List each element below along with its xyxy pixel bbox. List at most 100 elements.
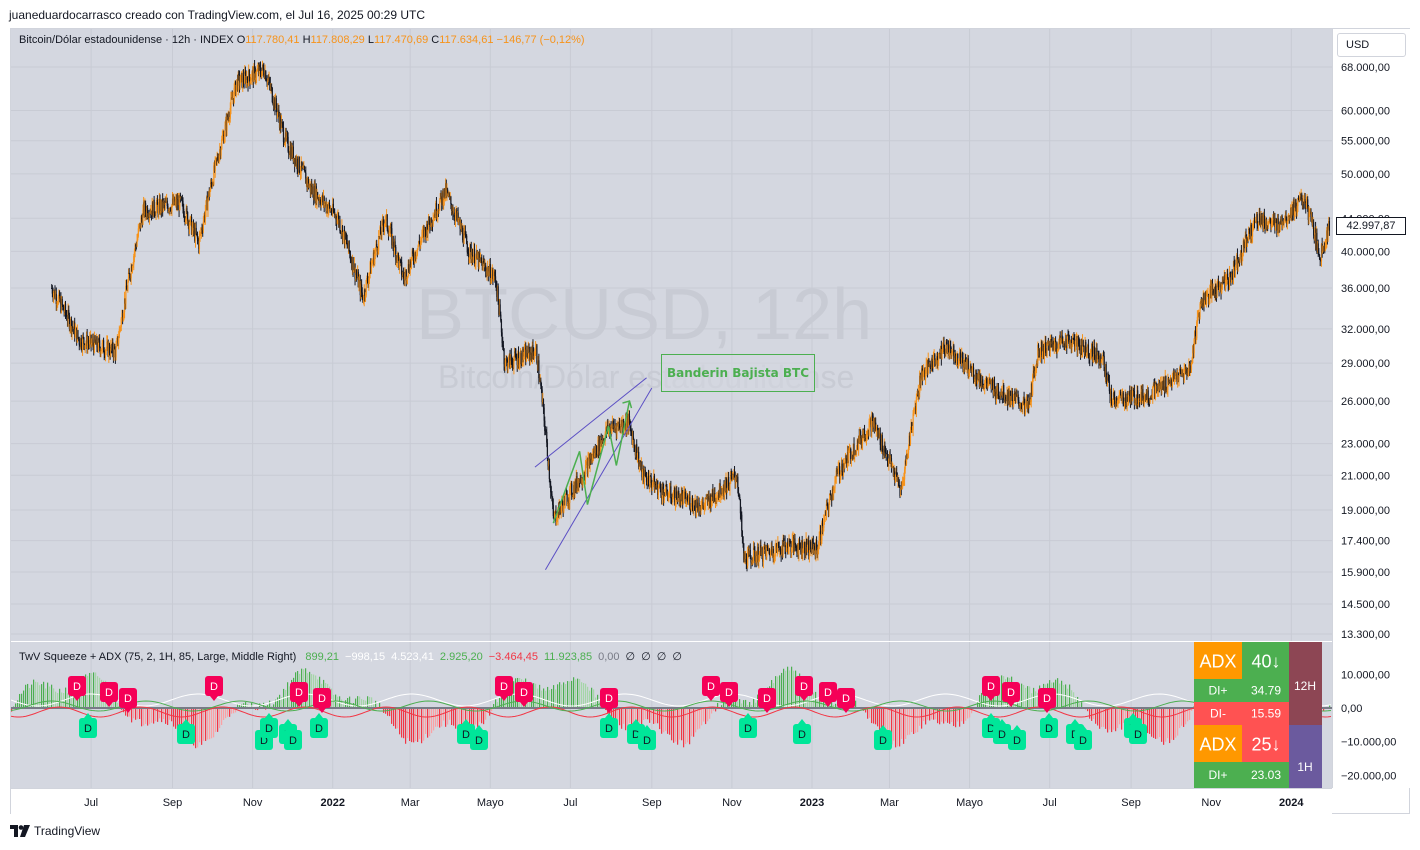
svg-text:D: D	[605, 723, 613, 735]
candle-body	[756, 556, 758, 563]
candle-body	[71, 326, 73, 333]
candle-body	[665, 484, 667, 487]
histogram-bar	[167, 708, 169, 725]
candle-body	[550, 492, 552, 495]
candle-body	[282, 126, 285, 142]
candle-body	[142, 209, 144, 225]
footer-brand[interactable]: TradingView	[10, 824, 100, 838]
candle-body	[1210, 285, 1212, 299]
candle-body	[448, 194, 451, 198]
price-chart[interactable]	[11, 29, 1332, 641]
candle-body	[252, 69, 254, 82]
candle-body	[466, 235, 468, 245]
candle-body	[164, 202, 166, 206]
candle-body	[529, 349, 531, 360]
price-axis[interactable]: 68.000,0060.000,0055.000,0050.000,0044.0…	[1332, 29, 1410, 788]
svg-text:D: D	[315, 723, 323, 735]
candle-body	[1079, 345, 1081, 351]
histogram-bar	[633, 708, 635, 726]
histogram-bar	[195, 708, 197, 749]
candle-body	[1100, 354, 1102, 362]
candle-body	[247, 79, 249, 86]
pennant-upper-line[interactable]	[534, 377, 647, 468]
candle-body	[232, 98, 235, 103]
candle-body	[751, 561, 753, 563]
pennant-zigzag[interactable]	[552, 400, 631, 524]
candle-body	[738, 496, 740, 498]
currency-button[interactable]: USD	[1337, 33, 1406, 57]
candle-body	[500, 320, 503, 333]
candle-body	[1023, 396, 1025, 404]
histogram-bar	[61, 692, 63, 708]
candle-body	[749, 549, 751, 557]
candle-body	[632, 436, 634, 444]
candle-body	[591, 454, 593, 460]
histogram-bar	[709, 708, 711, 719]
candle-body	[152, 199, 155, 218]
candle-body	[753, 547, 755, 550]
svg-text:D: D	[84, 723, 92, 735]
candle-body	[274, 98, 277, 110]
candle-body	[562, 504, 564, 512]
histogram-bar	[697, 708, 699, 730]
candle-body	[647, 475, 650, 486]
time-axis[interactable]: Jul Sep Nov 2022 Mar Mayo Jul Sep Nov 2023 Mar Mayo…	[11, 788, 1332, 814]
candle-body	[877, 430, 879, 437]
candle-body	[554, 510, 556, 514]
adx-row-label: ADX	[1199, 652, 1236, 672]
indicator-chart[interactable]: DDDDDDDDDDDDDDDDDDDDDDDDDDDDDDDDDDDDDDDD…	[11, 642, 1332, 788]
candle-body	[773, 556, 776, 558]
candle-body	[1314, 228, 1317, 246]
candle-body	[1227, 273, 1229, 279]
histogram-bar	[463, 708, 465, 726]
candle-body	[1226, 273, 1228, 278]
histogram-bar	[957, 708, 959, 722]
candle-body	[706, 496, 708, 499]
candle-body	[925, 364, 927, 374]
candle-body	[1295, 199, 1297, 209]
histogram-bar	[575, 679, 577, 708]
indicator-pane[interactable]: DDDDDDDDDDDDDDDDDDDDDDDDDDDDDDDDDDDDDDDD…	[11, 642, 1332, 788]
histogram-bar	[909, 708, 911, 735]
histogram-bar	[959, 708, 961, 727]
histogram-bar	[619, 708, 621, 726]
candle-body	[62, 305, 65, 311]
candle-body	[805, 538, 807, 555]
candle-body	[808, 553, 810, 556]
candle-body	[441, 192, 443, 205]
candle-body	[260, 73, 262, 78]
bear-signal-label: D	[68, 676, 86, 701]
histogram-bar	[1323, 708, 1325, 711]
candle-body	[97, 338, 99, 351]
candle-body	[1281, 216, 1283, 225]
histogram-bar	[357, 696, 359, 708]
histogram-bar	[1145, 708, 1147, 729]
candle-body	[876, 427, 878, 430]
histogram-bar	[213, 708, 215, 738]
candle-body	[1134, 403, 1136, 405]
candle-body	[313, 185, 315, 200]
histogram-bar	[599, 701, 601, 708]
price-pane[interactable]: BTCUSD, 12h Bitcoin/Dólar estadounidense…	[11, 29, 1332, 641]
histogram-bar	[1107, 708, 1109, 733]
annotation-label[interactable]: Banderin Bajista BTC	[661, 354, 815, 392]
candle-body	[793, 538, 795, 551]
pennant-lower-line[interactable]	[545, 387, 653, 571]
candle-body	[294, 158, 296, 166]
candle-body	[683, 491, 685, 494]
histogram-bar	[461, 708, 463, 727]
time-tick-label: 2023	[800, 797, 824, 809]
candle-body	[834, 480, 836, 489]
candle-body	[1135, 399, 1137, 404]
candle-body	[605, 427, 607, 434]
candle-body	[228, 116, 230, 120]
histogram-bar	[393, 708, 395, 727]
candle-body	[566, 493, 568, 506]
candle-body	[327, 208, 329, 213]
candle-body	[612, 421, 614, 425]
candle-body	[141, 217, 143, 219]
candle-body	[850, 459, 852, 461]
price-tick-label: 15.900,00	[1341, 567, 1390, 579]
price-tick-label: 29.000,00	[1341, 358, 1390, 370]
candle-body	[547, 456, 549, 467]
